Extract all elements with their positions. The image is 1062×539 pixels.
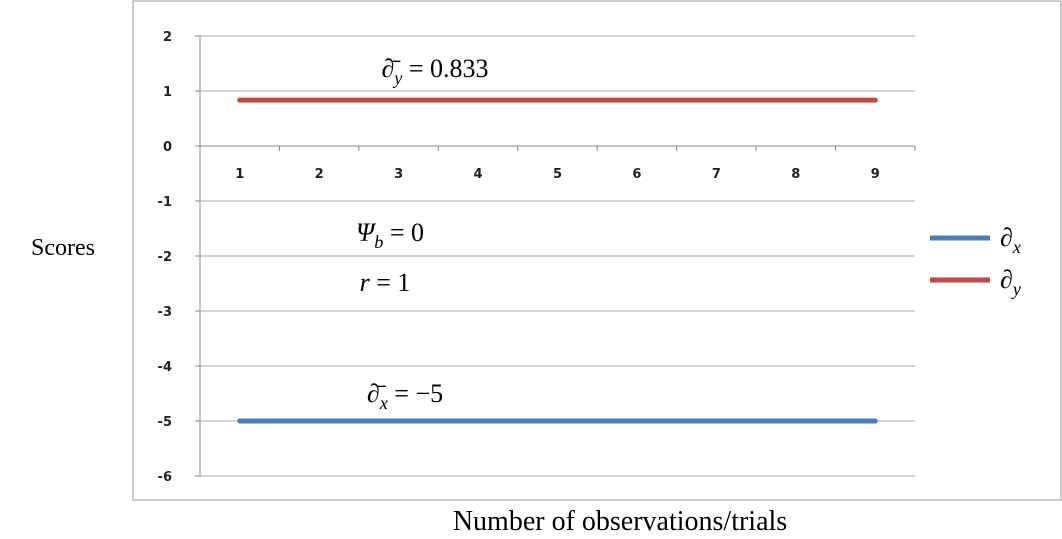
annotation: Ψb = 0 [356, 218, 424, 252]
text-subscript: x [379, 393, 388, 413]
y-tick-label: -2 [158, 250, 172, 265]
text-subscript: b [374, 232, 383, 252]
y-tick-label: 0 [163, 140, 172, 155]
chart-frame [132, 0, 1062, 501]
x-tick-label: 2 [315, 167, 324, 182]
x-tick-label: 3 [394, 167, 403, 182]
annotation-background [320, 376, 490, 410]
annotation-background [305, 215, 475, 249]
legend-label: ∂y [1000, 265, 1022, 299]
y-tick-label: -3 [158, 305, 172, 320]
text-base: ∂ [1000, 265, 1013, 294]
x-tick-label: 5 [553, 167, 562, 182]
annotation: ∂̄y = 0.833 [381, 54, 488, 88]
x-tick-label: 1 [235, 167, 244, 182]
annotation: ∂̄x = −5 [367, 379, 443, 413]
text-subscript: x [1012, 237, 1021, 257]
text-tail: = −5 [388, 379, 443, 408]
annotation-background [350, 51, 520, 85]
y-tick-label: 2 [163, 30, 172, 45]
legend-label: ∂x [1000, 223, 1021, 257]
x-tick-label: 8 [791, 167, 800, 182]
x-tick-label: 7 [712, 167, 721, 182]
text-base: Ψ [356, 218, 377, 247]
annotation-background [300, 265, 470, 299]
x-tick-label: 4 [474, 167, 483, 182]
text-tail: = 0.833 [402, 54, 488, 83]
y-axis-label: Scores [31, 235, 95, 261]
text-subscript: y [1011, 279, 1022, 299]
text-base: r [360, 268, 371, 297]
annotation: r = 1 [360, 268, 411, 297]
y-tick-label: -1 [158, 195, 172, 210]
y-tick-label: -6 [158, 470, 172, 485]
x-tick-label: 6 [632, 167, 641, 182]
x-tick-label: 9 [871, 167, 880, 182]
y-tick-label: -5 [158, 415, 172, 430]
y-tick-label: -4 [158, 360, 172, 375]
y-tick-label: 1 [163, 85, 172, 100]
text-tail: = 0 [383, 218, 424, 247]
text-base: ∂ [1000, 223, 1013, 252]
x-axis-label: Number of observations/trials [453, 506, 787, 537]
text-tail: = 1 [370, 268, 411, 297]
text-subscript: y [392, 68, 403, 88]
